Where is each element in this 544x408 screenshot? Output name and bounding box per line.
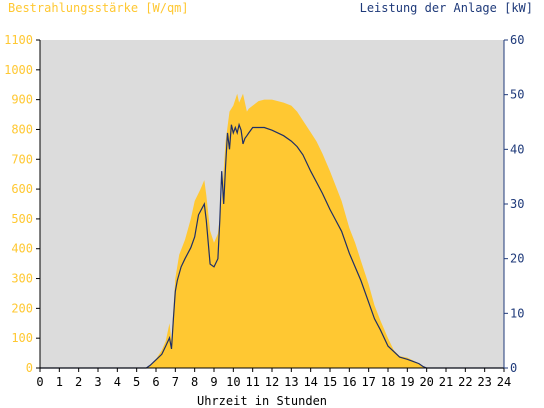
y-left-tick-label: 800 [11,122,33,136]
x-tick-label: 19 [400,375,414,389]
x-tick-label: 6 [152,375,159,389]
y-right-tick-label: 10 [510,306,524,320]
x-tick-label: 5 [133,375,140,389]
x-tick-label: 21 [439,375,453,389]
x-tick-label: 12 [265,375,279,389]
y-right-tick-label: 40 [510,142,524,156]
y-left-tick-label: 900 [11,93,33,107]
y-left-tick-label: 100 [11,331,33,345]
y-left-tick-label: 300 [11,272,33,286]
x-axis-label: Uhrzeit in Stunden [197,394,327,408]
x-tick-label: 20 [419,375,433,389]
irradiance-area [40,93,504,368]
y-left-tick-label: 1100 [4,33,33,47]
power-line [40,122,504,369]
x-tick-label: 8 [191,375,198,389]
x-tick-label: 23 [477,375,491,389]
x-tick-label: 4 [114,375,121,389]
left-axis-title: Bestrahlungsstärke [W/qm] [8,1,189,15]
y-left-tick-label: 600 [11,182,33,196]
y-left-tick-label: 400 [11,242,33,256]
x-tick-label: 2 [75,375,82,389]
x-tick-label: 24 [497,375,511,389]
x-tick-label: 14 [303,375,317,389]
x-tick-label: 1 [56,375,63,389]
y-right-tick-label: 0 [510,361,517,375]
right-axis-title: Leistung der Anlage [kW] [360,1,533,15]
y-right-tick-label: 50 [510,88,524,102]
y-right-tick-label: 30 [510,197,524,211]
x-tick-label: 18 [381,375,395,389]
x-tick-label: 16 [342,375,356,389]
y-right-tick-label: 20 [510,252,524,266]
x-tick-label: 17 [361,375,375,389]
y-left-tick-label: 700 [11,152,33,166]
y-left-tick-label: 200 [11,301,33,315]
x-tick-label: 9 [210,375,217,389]
x-tick-label: 11 [245,375,259,389]
y-left-tick-label: 0 [26,361,33,375]
x-tick-label: 3 [94,375,101,389]
x-tick-label: 22 [458,375,472,389]
y-left-tick-label: 1000 [4,63,33,77]
x-tick-label: 13 [284,375,298,389]
x-tick-label: 0 [36,375,43,389]
x-tick-label: 10 [226,375,240,389]
y-right-tick-label: 60 [510,33,524,47]
y-left-tick-label: 500 [11,212,33,226]
x-tick-label: 15 [323,375,337,389]
x-tick-label: 7 [172,375,179,389]
